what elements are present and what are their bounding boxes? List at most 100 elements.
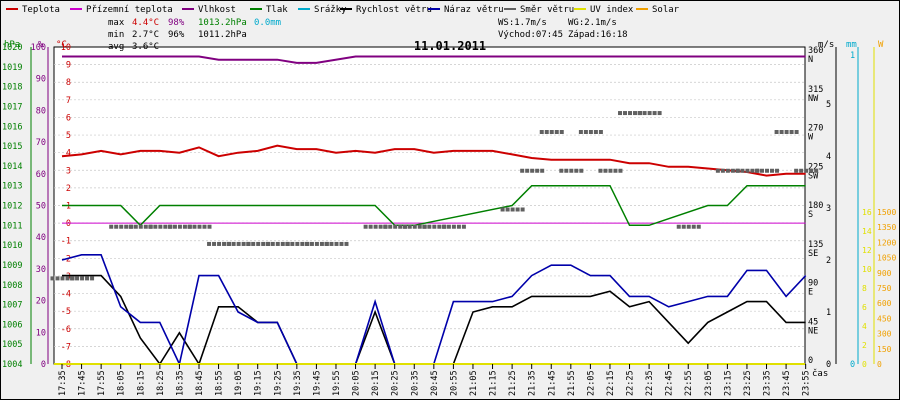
stat-max-label: max [108,18,125,28]
legend-label: Tlak [266,5,288,15]
axis-degc-tick: -4 [61,290,71,300]
axis-w-tick: 0 [877,360,882,369]
wind-direction-point [676,224,681,229]
wind-direction-point [197,224,202,229]
wind-direction-point [637,111,642,116]
wind-direction-point [794,168,799,173]
wind-direction-point [407,224,412,229]
axis-hpa-tick: 1015 [2,142,22,152]
wind-direction-point [251,241,256,246]
axis-degc-tick: -1 [61,237,71,247]
x-tick-label: 20:25 [391,370,401,396]
axis-dir-name: W [808,133,814,143]
axis-degc-tick: 6 [66,113,71,123]
wind-direction-point [427,224,432,229]
wind-direction-point [691,224,696,229]
axis-hpa-tick: 1020 [2,43,22,53]
wind-direction-point [760,168,765,173]
wind-direction-point [217,241,222,246]
legend-label: Srážky [314,5,347,15]
wind-direction-point [236,241,241,246]
axis-w-tick: 1350 [877,223,896,232]
wind-direction-point [334,241,339,246]
wind-direction-point [583,130,588,134]
wind-direction-point [623,111,628,116]
x-tick-label: 23:55 [802,370,812,396]
wind-direction-point [535,168,540,173]
axis-dir-name: NW [808,94,819,104]
axis-pct-tick: 90 [36,75,46,85]
legend-label: Směr větru [520,5,574,15]
wind-direction-point [540,168,545,173]
axis-pct-tick: 70 [36,138,46,148]
wind-direction-point [505,207,510,212]
wind-direction-point [588,130,593,134]
sunset-time: Západ:16:18 [568,30,628,40]
x-tick-label: 23:35 [763,370,773,396]
axis-pct-unit: % [38,40,44,50]
stat-min-press: 1011.2hPa [198,30,247,40]
wind-direction-point [515,207,520,212]
wind-direction-point [270,241,275,246]
legend-label: Teplota [22,5,60,15]
x-tick-label: 18:35 [175,370,185,396]
wind-direction-point [222,241,227,246]
axis-uv-tick: 10 [862,265,872,274]
x-tick-label: 17:35 [58,370,68,396]
wind-direction-point [642,111,647,116]
wind-direction-point [70,276,75,281]
wind-direction-point [647,111,652,116]
wind-direction-point [339,241,344,246]
axis-dir-deg: 45 [808,317,818,327]
wind-direction-point [324,241,329,246]
wind-direction-point [628,111,633,116]
axis-uv-tick: 6 [862,303,867,312]
wind-direction-point [65,276,70,281]
wind-direction-point [378,224,383,229]
x-tick-label: 19:35 [293,370,303,396]
wind-direction-point [314,241,319,246]
x-tick-label: 22:45 [665,370,675,396]
wind-direction-point [809,168,814,173]
stat-max-temp: 4.4°C [132,18,159,28]
wind-direction-point [774,130,779,134]
axis-pct-tick: 40 [36,233,46,243]
wind-direction-point [55,276,60,281]
wind-direction-point [177,224,182,229]
wind-direction-point [383,224,388,229]
legend-label: Rychlost větru [356,5,432,15]
wind-direction-point [182,224,187,229]
wind-direction-point [633,111,638,116]
legend-label: Přízemní teplota [86,5,173,15]
axis-degc-tick: 10 [61,43,71,53]
stat-min-label: min [108,30,124,40]
wind-direction-point [789,130,794,134]
wind-direction-point [300,241,305,246]
stat-avg-label: avg [108,42,124,52]
axis-mm-unit: mm [846,40,857,50]
axis-pct-tick: 10 [36,328,46,338]
axis-dir-deg: 270 [808,124,823,134]
wind-direction-point [109,224,114,229]
wind-direction-point [133,224,138,229]
x-tick-label: 23:25 [743,370,753,396]
x-tick-label: 22:55 [684,370,694,396]
wind-speed-avg: WS:1.7m/s [498,18,547,28]
axis-hpa-tick: 1014 [2,162,22,172]
wind-direction-point [417,224,422,229]
stat-avg-temp: 3.6°C [132,42,159,52]
axis-dir-deg: 225 [808,162,823,172]
axis-ms-unit: m/s [818,40,834,50]
wind-direction-point [564,168,569,173]
wind-direction-point [319,241,324,246]
x-tick-label: 18:15 [136,370,146,396]
axis-dir-deg: 135 [808,240,823,250]
x-tick-label: 19:55 [332,370,342,396]
axis-hpa-unit: hPa [4,40,20,50]
wind-direction-point [256,241,261,246]
wind-direction-point [613,168,618,173]
axis-hpa-tick: 1006 [2,320,22,330]
axis-w-tick: 450 [877,314,892,323]
wind-direction-point [696,224,701,229]
